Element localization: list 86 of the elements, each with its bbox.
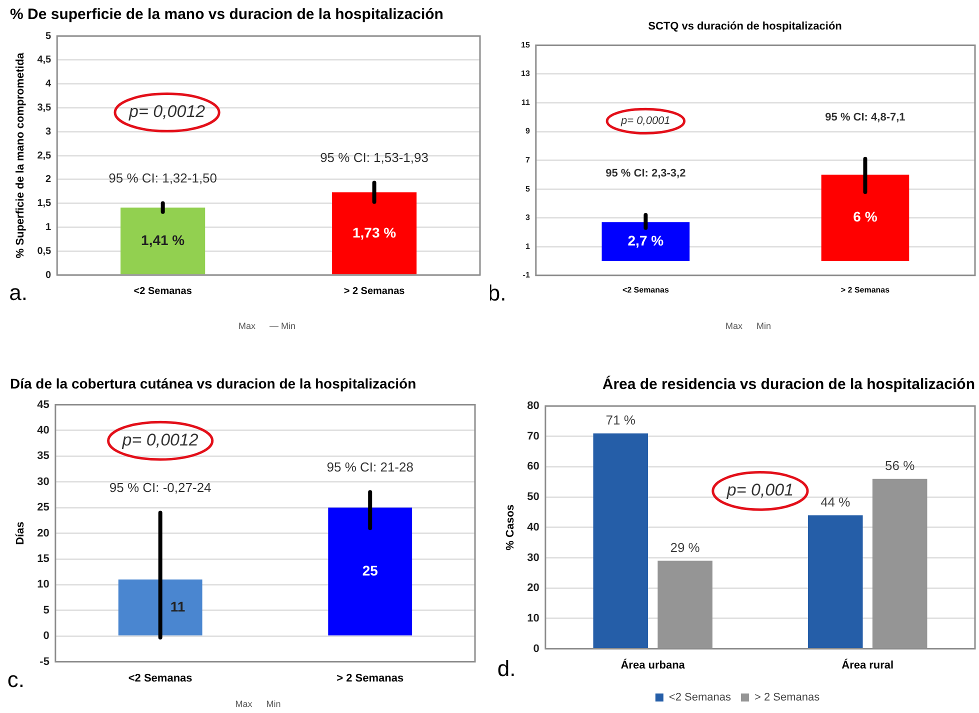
data-label: 56 % xyxy=(885,458,916,473)
legend-label: <2 Semanas xyxy=(668,692,732,704)
y-tick-label: 30 xyxy=(527,552,540,564)
bar xyxy=(808,515,863,648)
x-tick-label: Área rural xyxy=(842,658,894,672)
y-tick-label: 0 xyxy=(46,270,52,281)
y-tick-label: 20 xyxy=(527,582,540,594)
annotation: p= 0,0001 xyxy=(620,115,670,128)
y-axis-title: Días xyxy=(14,522,27,545)
bar xyxy=(593,433,648,648)
text: Max xyxy=(725,320,743,331)
annotation: 95 % CI: 1,32-1,50 xyxy=(108,170,218,186)
y-tick-label: 60 xyxy=(527,460,540,473)
x-tick-label: <2 Semanas xyxy=(134,286,192,297)
y-tick-label: 5 xyxy=(525,184,530,194)
legend-label: > 2 Semanas xyxy=(754,692,820,704)
y-tick-label: 50 xyxy=(527,491,540,504)
y-tick-label: 10 xyxy=(37,578,50,591)
data-label: 71 % xyxy=(606,412,636,428)
annotation: 95 % CI: 1,53-1,93 xyxy=(320,150,428,165)
y-axis-title: % Casos xyxy=(504,504,517,550)
text: Max xyxy=(235,698,253,709)
annotation: 95 % CI: 4,8-7,1 xyxy=(825,111,906,124)
y-tick-label: 5 xyxy=(43,604,50,616)
text: Min xyxy=(266,698,281,709)
y-tick-label: 3,5 xyxy=(37,102,52,114)
y-tick-label: 13 xyxy=(520,69,530,78)
y-tick-label: 15 xyxy=(37,553,50,566)
chart-title: SCTQ vs duración de hospitalización xyxy=(648,20,842,33)
y-tick-label: -1 xyxy=(522,270,530,280)
chart-title: % De superficie de la mano vs duracion de la hospitalización xyxy=(10,6,444,24)
y-tick-label: 80 xyxy=(527,400,540,412)
text: Max xyxy=(238,320,256,331)
y-tick-label: 0 xyxy=(533,642,540,655)
y-tick-label: 35 xyxy=(37,450,50,462)
annotation: p= 0,001 xyxy=(726,480,794,500)
x-tick-label: Área urbana xyxy=(620,658,686,672)
y-tick-label: 40 xyxy=(527,521,540,534)
y-tick-label: 30 xyxy=(37,476,50,488)
y-tick-label: 0,5 xyxy=(37,246,52,257)
y-tick-label: 2 xyxy=(46,174,52,186)
text: c. xyxy=(7,666,25,692)
y-tick-label: 25 xyxy=(37,502,50,514)
y-tick-label: 11 xyxy=(521,98,530,107)
chart-title: Día de la cobertura cutánea vs duracion de la hospitalización xyxy=(10,375,416,392)
data-label: 11 xyxy=(170,598,186,615)
y-tick-label: 1 xyxy=(525,242,530,251)
y-tick-label: 0 xyxy=(43,630,50,642)
y-tick-label: 9 xyxy=(525,126,530,136)
y-tick-label: 5 xyxy=(46,30,52,42)
annotation: 95 % CI: 2,3-3,2 xyxy=(606,168,686,180)
y-tick-label: 3 xyxy=(525,213,530,222)
y-axis-title: % Superficie de la mano comprometida xyxy=(14,52,27,258)
y-tick-label: 1 xyxy=(46,222,52,233)
y-tick-label: 40 xyxy=(37,424,50,437)
y-tick-label: 45 xyxy=(37,398,50,411)
y-tick-label: 4,5 xyxy=(37,54,52,66)
data-label: 44 % xyxy=(820,494,851,510)
text: a. xyxy=(9,280,28,306)
data-label: 1,41 % xyxy=(141,232,186,248)
y-tick-label: 1,5 xyxy=(37,198,52,210)
data-label: 1,73 % xyxy=(352,224,397,241)
data-label: 6 % xyxy=(853,208,878,225)
y-tick-label: 4 xyxy=(46,78,52,90)
chart-title: Área de residencia vs duracion de la hospitalización xyxy=(602,375,975,394)
y-tick-label: 70 xyxy=(527,430,540,442)
text: Min xyxy=(756,320,771,331)
y-tick-label: 10 xyxy=(527,612,540,624)
x-tick-label: <2 Semanas xyxy=(622,285,670,294)
y-tick-label: 2,5 xyxy=(37,150,52,162)
x-tick-label: > 2 Semanas xyxy=(344,286,406,297)
annotation: p= 0,0012 xyxy=(128,102,206,122)
y-tick-label: 15 xyxy=(520,40,530,50)
annotation: 95 % CI: -0,27-24 xyxy=(109,480,212,495)
annotation: p= 0,0012 xyxy=(121,430,199,450)
data-label: 29 % xyxy=(670,540,700,555)
text: — Min xyxy=(270,320,296,331)
y-tick-label: 3 xyxy=(46,126,52,138)
data-label: 2,7 % xyxy=(628,232,664,248)
annotation: 95 % CI: 21-28 xyxy=(326,459,414,474)
y-tick-label: 20 xyxy=(37,527,50,540)
y-tick-label: -5 xyxy=(40,656,50,668)
text: d. xyxy=(497,656,516,681)
data-label: 25 xyxy=(362,562,378,579)
x-tick-label: > 2 Semanas xyxy=(840,285,890,294)
y-tick-label: 7 xyxy=(525,156,530,165)
